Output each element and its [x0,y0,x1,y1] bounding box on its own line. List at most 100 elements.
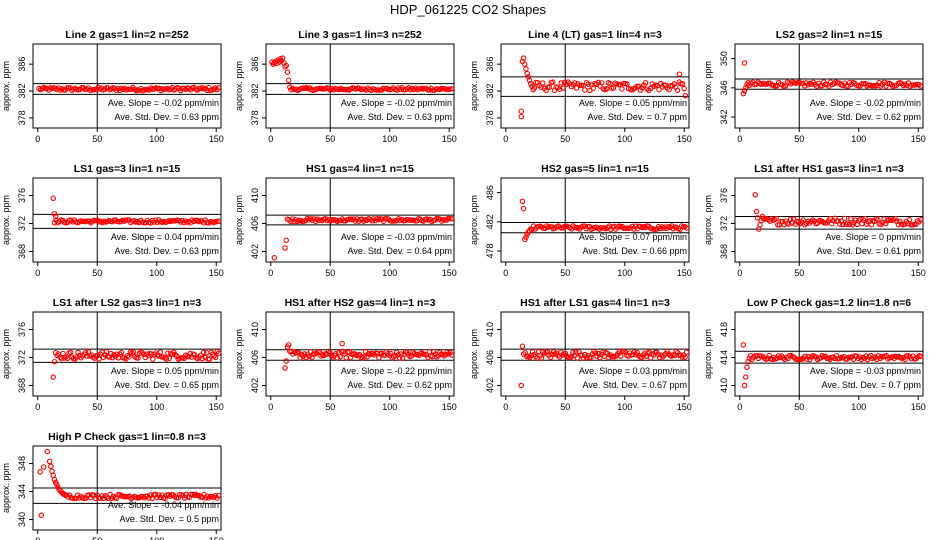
y-axis-label: approx. ppm [469,61,479,111]
panel-3: Line 4 (LT) gas=1 lin=4 n=3 approx. ppm 0 5… [469,29,692,144]
data-point [538,355,545,361]
std-dev-annotation: Ave. Std. Dev. = 0.5 ppm [120,514,219,524]
data-point [215,218,222,224]
data-point [740,342,747,348]
x-tick-label: 150 [209,268,224,278]
data-point [287,84,293,90]
data-point [51,476,58,483]
data-point [585,81,591,87]
data-point [658,352,664,359]
y-tick-label: 386 [485,57,495,72]
data-point [674,87,681,94]
x-tick-label: 50 [560,402,570,412]
data-point [744,364,750,371]
data-point [361,353,367,360]
x-tick-label: 0 [503,402,508,412]
x-tick-label: 150 [911,134,926,144]
x-tick-label: 50 [92,268,102,278]
data-point [339,340,345,347]
data-point [590,85,597,91]
y-tick-label: 402 [485,378,495,393]
panel-title: Line 3 gas=1 lin=3 n=252 [298,29,422,41]
data-point [594,353,600,359]
data-point [840,221,846,228]
x-tick-label: 0 [35,134,40,144]
data-point [203,349,210,356]
x-tick-label: 0 [268,268,273,278]
y-tick-label: 402 [250,378,260,393]
data-point [284,69,291,75]
x-tick-label: 0 [503,268,508,278]
x-tick-label: 100 [382,402,397,412]
data-point [54,481,60,488]
slope-annotation: Ave. Slope = -0.03 ppm/min [341,232,452,242]
data-point [841,215,848,222]
data-point [664,348,670,355]
data-point [199,355,205,362]
panel-2: Line 3 gas=1 lin=3 n=252 approx. ppm 0 50 10… [234,29,457,144]
data-point [382,85,388,92]
data-point [285,77,292,84]
data-point [846,221,852,228]
y-tick-label: 368 [17,378,27,393]
x-tick-label: 150 [677,134,692,144]
data-point [282,64,288,70]
data-point [206,356,213,362]
data-point [282,245,288,251]
data-point [560,85,566,91]
panel-title: HS2 gas=5 lin=1 n=15 [541,163,649,175]
y-tick-label: 414 [719,350,729,365]
y-tick-label: 378 [485,110,495,125]
panel-title: HS1 after LS1 gas=4 lin=1 n=3 [520,297,670,309]
panel-title: Line 4 (LT) gas=1 lin=4 n=3 [528,29,662,41]
data-point [334,355,341,361]
y-tick-label: 382 [250,84,260,99]
data-point [306,353,312,359]
data-point [574,355,581,361]
data-point [773,215,779,222]
data-point [562,350,569,357]
data-point [682,354,688,360]
y-tick-label: 340 [17,512,27,527]
data-point [618,353,624,359]
std-dev-annotation: Ave. Std. Dev. = 0.7 ppm [822,380,921,390]
slope-annotation: Ave. Slope = 0.05 ppm/min [111,366,219,376]
slope-annotation: Ave. Slope = 0.05 ppm/min [579,98,687,108]
y-tick-label: 382 [17,84,27,99]
panel-title: LS1 after HS1 gas=3 lin=1 n=3 [754,163,904,175]
slope-annotation: Ave. Slope = 0.07 ppm/min [579,232,687,242]
data-point [67,349,74,355]
data-point [634,349,641,356]
x-tick-label: 100 [617,268,632,278]
data-point [917,216,924,223]
y-axis-label: approx. ppm [469,329,479,379]
data-point [519,198,526,205]
std-dev-annotation: Ave. Std. Dev. = 0.67 ppm [583,380,687,390]
x-tick-label: 50 [92,134,102,144]
data-point [741,87,748,94]
data-point [109,354,116,361]
std-dev-annotation: Ave. Std. Dev. = 0.64 ppm [348,246,452,256]
data-point [617,81,623,88]
data-point [346,348,352,355]
x-tick-label: 50 [325,268,335,278]
data-point [441,353,447,359]
std-dev-annotation: Ave. Std. Dev. = 0.61 ppm [817,246,921,256]
x-tick-label: 50 [560,268,570,278]
data-point [126,354,132,360]
std-dev-annotation: Ave. Std. Dev. = 0.62 ppm [817,112,921,122]
data-point [283,237,289,244]
data-point [558,80,565,86]
page-title: HDP_061225 CO2 Shapes [389,2,547,17]
data-point [52,213,59,220]
y-tick-label: 486 [485,185,495,200]
data-point [882,220,889,227]
y-tick-label: 410 [250,188,260,203]
data-point [527,80,534,87]
x-tick-label: 100 [382,134,397,144]
slope-annotation: Ave. Slope = -0.02 ppm/min [341,98,452,108]
y-tick-label: 386 [250,57,260,72]
y-axis-label: approx. ppm [703,61,713,111]
y-axis-label: approx. ppm [703,329,713,379]
data-point [271,255,278,261]
